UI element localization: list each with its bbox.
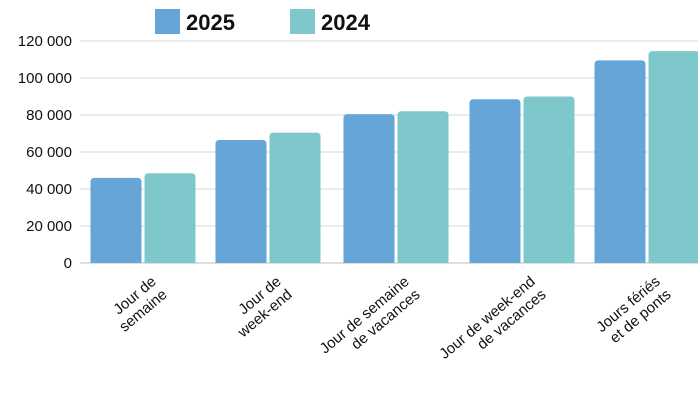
bar-2025-2 <box>344 114 395 263</box>
x-category-label: Jour de week-endde vacances <box>436 273 549 376</box>
x-category-label: Jour desemaine <box>105 273 170 335</box>
bar-2024-1 <box>270 133 321 263</box>
bar-2025-0 <box>91 178 142 263</box>
y-tick-label: 80 000 <box>26 107 72 124</box>
x-category-label: Jour de semainede vacances <box>317 273 424 370</box>
y-tick-label: 20 000 <box>26 218 72 235</box>
y-tick-label: 60 000 <box>26 144 72 161</box>
bar-2025-4 <box>595 60 646 263</box>
bar-2024-2 <box>398 111 449 263</box>
y-tick-label: 40 000 <box>26 181 72 198</box>
bar-2024-0 <box>145 173 196 263</box>
x-category-label: Jour deweek-end <box>223 273 295 341</box>
bar-2025-1 <box>216 140 267 263</box>
legend-label-2024: 2024 <box>321 10 371 35</box>
bar-2024-3 <box>524 97 575 264</box>
y-tick-label: 120 000 <box>18 33 72 50</box>
y-tick-label: 0 <box>64 255 72 272</box>
y-axis-ticks: 0 20 000 40 000 60 000 80 000 100 000 120 000 <box>18 33 72 272</box>
y-tick-label: 100 000 <box>18 70 72 87</box>
legend-label-2025: 2025 <box>186 10 235 35</box>
legend-swatch-2025 <box>155 9 180 34</box>
bars <box>91 51 698 263</box>
x-category-label: Jours fériéset de ponts <box>593 273 674 349</box>
legend: 2025 2024 <box>155 9 371 35</box>
x-axis-categories: Jour desemaine Jour deweek-end Jour de sem… <box>105 273 674 376</box>
bar-2024-4 <box>649 51 698 263</box>
bar-2025-3 <box>470 99 521 263</box>
legend-swatch-2024 <box>290 9 315 34</box>
